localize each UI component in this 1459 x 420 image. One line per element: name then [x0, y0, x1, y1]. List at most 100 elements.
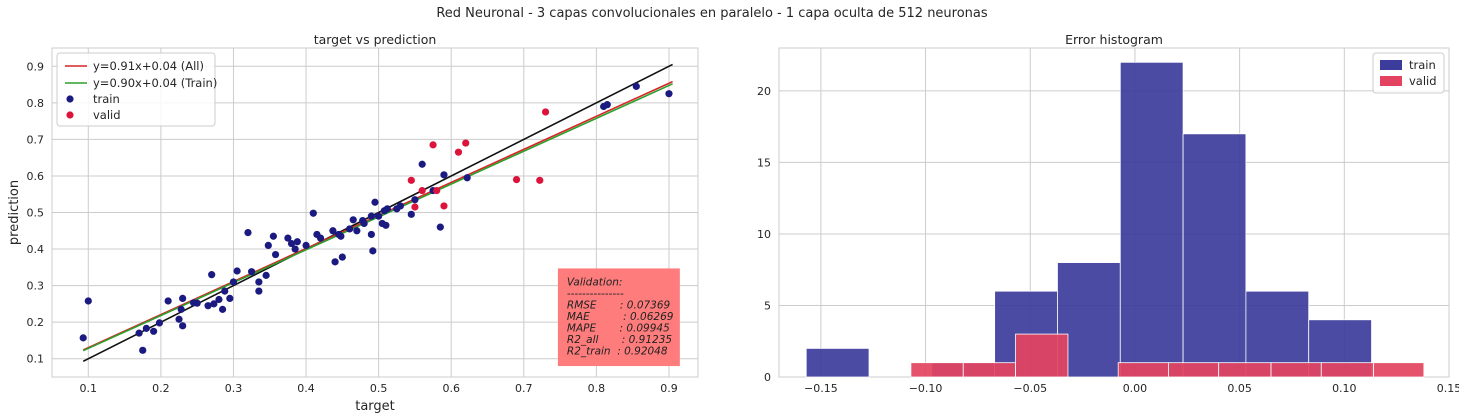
metrics-line: R2_all : 0.91235	[567, 334, 672, 346]
train-point	[204, 302, 212, 310]
y-tick-label: 0.4	[27, 243, 45, 256]
valid-point	[433, 186, 441, 195]
metrics-line: Validation:	[567, 276, 623, 288]
valid-point	[454, 148, 463, 156]
train-bar	[805, 347, 870, 378]
train-point	[164, 297, 172, 305]
train-point	[135, 329, 143, 337]
valid-bar	[1320, 362, 1375, 378]
train-point	[293, 238, 301, 246]
train-point	[193, 299, 201, 307]
train-point	[353, 227, 361, 235]
valid-bar	[1168, 362, 1220, 378]
train-point	[383, 205, 391, 213]
histogram-panel: −0.15 −0.10 −0.05 0.00 0.05 0.10 0.15 0 5 10 15 20 E…	[757, 32, 1459, 395]
metrics-line: MAPE : 0.09945	[567, 322, 670, 334]
train-point	[287, 239, 296, 248]
x-tick-label: 0.6	[442, 382, 460, 395]
train-point	[407, 210, 415, 218]
train-point	[396, 202, 405, 210]
train-point	[208, 271, 216, 279]
train-point	[218, 305, 227, 313]
train-point	[177, 305, 185, 313]
valid-point	[411, 203, 419, 211]
train-point	[375, 212, 383, 220]
y-tick-label: 0.7	[27, 133, 45, 146]
train-point	[411, 196, 419, 204]
legend-label-fit-all: y=0.91x+0.04 (All)	[93, 59, 204, 73]
metrics-line: ---------------	[567, 288, 624, 300]
valid-point	[407, 176, 415, 184]
x-tick-label: 0.3	[225, 382, 243, 395]
x-tick-label: 0.8	[588, 382, 606, 395]
train-point	[221, 287, 229, 295]
train-point	[155, 319, 164, 327]
train-point	[331, 258, 339, 266]
train-point	[665, 90, 673, 98]
train-point	[139, 346, 147, 354]
y-tick-label: 0.9	[27, 60, 45, 73]
train-point	[255, 278, 263, 286]
train-point	[382, 221, 390, 229]
metrics-box	[557, 268, 680, 367]
x-tick-label: −0.15	[804, 382, 838, 395]
x-tick-label: 0.15	[1437, 382, 1459, 395]
valid-bar	[962, 362, 1016, 378]
train-point	[229, 278, 238, 286]
train-point	[262, 271, 270, 279]
legend-label-valid: valid	[93, 108, 121, 122]
valid-bar	[1015, 333, 1069, 378]
train-point	[371, 198, 379, 206]
valid-point	[536, 176, 544, 184]
train-point	[233, 267, 241, 275]
plot-frame	[51, 47, 699, 378]
train-point	[345, 225, 354, 233]
legend-marker-train	[66, 95, 74, 103]
train-point	[302, 241, 310, 249]
x-tick-label: 0.7	[515, 382, 533, 395]
train-point	[316, 234, 325, 242]
valid-point	[429, 141, 437, 149]
train-point	[84, 297, 92, 305]
train-point	[338, 253, 346, 261]
train-point	[284, 234, 292, 242]
train-point	[226, 294, 234, 303]
x-tick-label: −0.05	[1013, 382, 1047, 395]
x-tick-label: 0.05	[1227, 382, 1252, 395]
y-axis-label: prediction	[7, 180, 22, 245]
valid-point	[462, 139, 470, 147]
train-point	[271, 250, 280, 259]
train-point	[175, 315, 183, 323]
valid-bar	[1218, 362, 1272, 378]
metrics-line: RMSE : 0.07369	[567, 299, 671, 311]
train-point	[418, 160, 426, 168]
train-point	[369, 247, 377, 255]
y-tick-label: 0	[764, 371, 771, 384]
y-tick-label: 5	[764, 299, 771, 312]
y-tick-label: 0.5	[27, 207, 45, 220]
train-point	[150, 327, 158, 335]
x-tick-label: 0.1	[80, 382, 98, 395]
x-tick-label: 0.9	[660, 382, 678, 395]
metrics-line: R2_train : 0.92048	[567, 345, 668, 357]
valid-bar	[1373, 362, 1425, 378]
legend-box	[56, 52, 216, 127]
train-point	[179, 322, 187, 330]
x-tick-label: 0.5	[370, 382, 388, 395]
valid-point	[440, 202, 448, 210]
y-tick-label: 0.1	[27, 353, 45, 366]
train-point	[440, 171, 448, 179]
x-tick-label: 0.2	[152, 382, 170, 395]
y-tick-label: 0.3	[27, 280, 45, 293]
metrics-line: MAE : 0.06269	[567, 311, 674, 323]
legend-swatch-valid	[1380, 76, 1402, 86]
train-point	[79, 334, 87, 342]
valid-bar	[1270, 362, 1322, 378]
train-point	[309, 209, 317, 217]
train-point	[142, 324, 150, 332]
x-axis-label: target	[355, 399, 395, 414]
train-point	[367, 212, 375, 220]
train-point	[215, 295, 223, 304]
y-tick-label: 0.6	[27, 170, 45, 183]
